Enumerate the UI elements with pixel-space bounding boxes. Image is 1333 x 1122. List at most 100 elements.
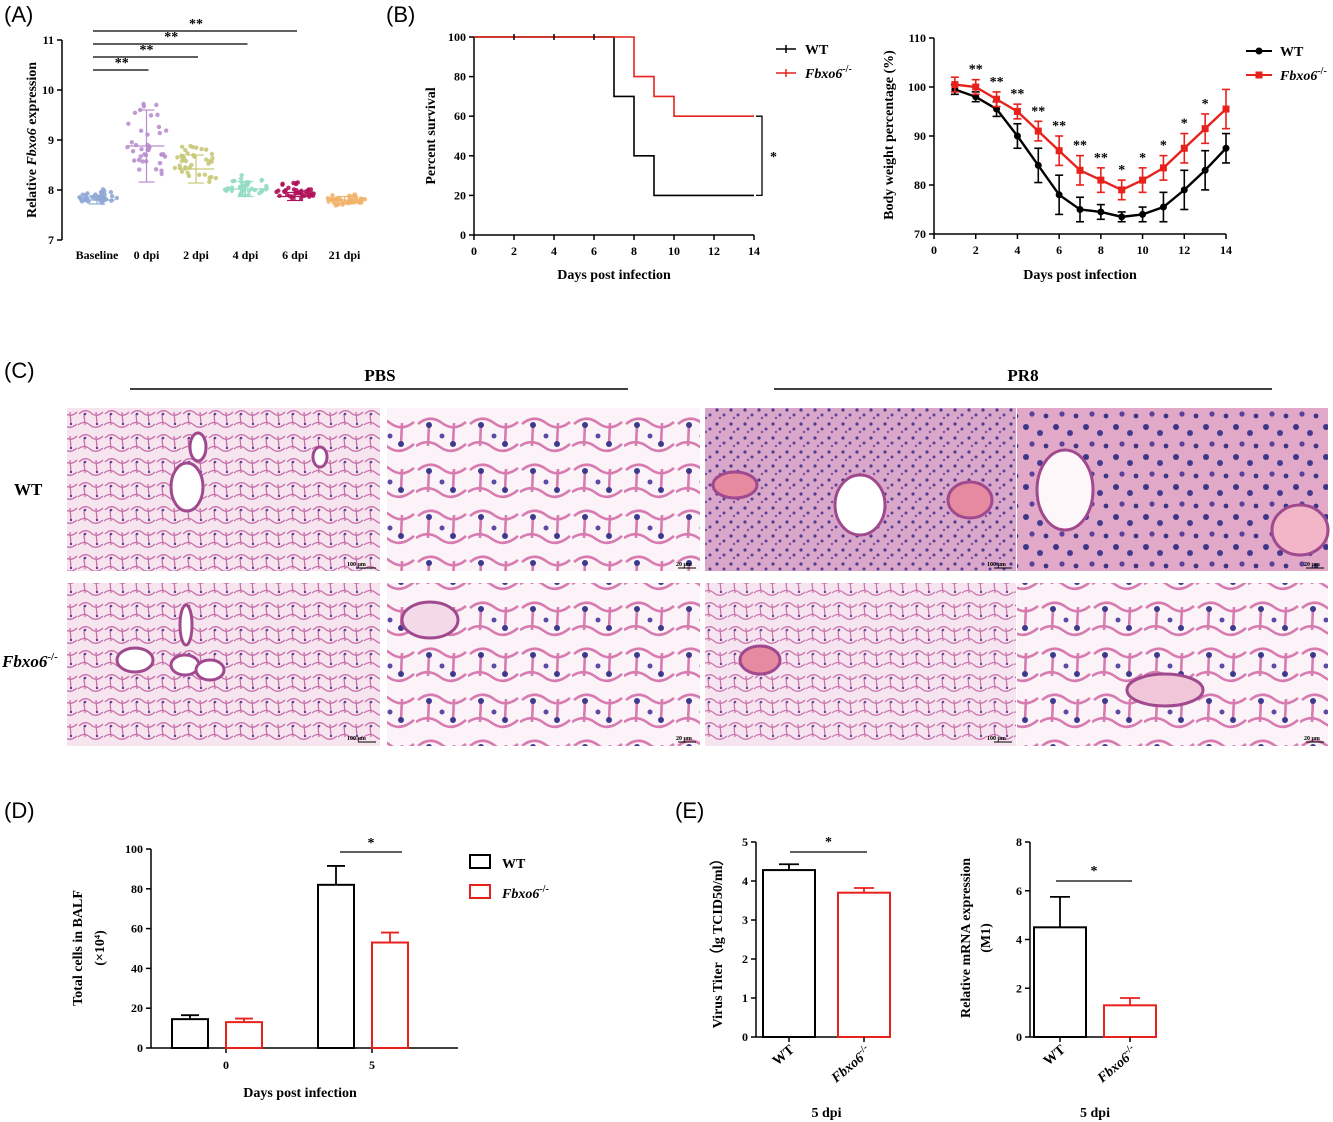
scale-bar-label: 20 μm [1304, 736, 1320, 742]
chart-b-body-weight: 70 80 90 100 110 0 2 4 6 8 10 12 14 Body weight perce… [882, 31, 1327, 283]
panel-label-b: (B) [386, 2, 415, 27]
panel-a-data-point [238, 176, 244, 181]
panel-b2-sig-label: ** [990, 75, 1004, 90]
panel-a-data-point [108, 189, 114, 195]
panel-b2-y-tick-label: 110 [909, 31, 926, 45]
panel-e1-y-tick-label: 0 [742, 1030, 748, 1044]
panel-b2-sig-label: ** [1031, 104, 1045, 119]
panel-a-y-tick-label: 9 [48, 133, 54, 147]
panel-b1-x-label: Days post infection [557, 268, 671, 283]
micrograph-wt-pbs-high [387, 408, 700, 571]
panel-a-data-point [185, 151, 190, 156]
panel-b2-y-tick-label: 80 [914, 178, 926, 192]
panel-a-data-point [172, 165, 178, 171]
panel-d-y-tick-label: 40 [131, 961, 143, 975]
panel-a-data-point [139, 146, 144, 152]
row-label-fbxo6: Fbxo6-/- [1, 651, 58, 671]
panel-e1-sig-label: * [825, 835, 832, 850]
panel-a-data-point [199, 146, 204, 152]
panel-b2-marker-fbxo6 [972, 83, 980, 91]
panel-b1-y-tick-label: 100 [448, 30, 466, 44]
panel-a-data-point [179, 169, 185, 174]
panel-d-y-tick-label: 60 [131, 922, 143, 936]
panel-a-data-point [295, 180, 300, 185]
panel-a-data-point [213, 175, 219, 181]
panel-e1-x-label: 5 dpi [812, 1106, 842, 1121]
chart-d-balf-cells: 0 20 40 60 80 100 0 5 Total cells in BALF (×10⁴) D… [71, 836, 549, 1101]
panel-d-y-label: Total cells in BALF (×10⁴) [71, 890, 108, 1006]
panel-a-data-point [138, 128, 144, 133]
panel-a-data-point [77, 195, 82, 200]
panel-b2-sig-label: * [1202, 97, 1209, 112]
panel-a-x-tick-label: 6 dpi [282, 248, 308, 262]
panel-b2-legend-fbxo6: Fbxo6-/- [1279, 66, 1327, 84]
chart-e-virus-titer: 0 1 2 3 4 5 WT Fbxo6-/- 5 dpi * Virus Titer（lg TCI… [710, 835, 891, 1121]
panel-a-data-point [156, 124, 162, 130]
panel-d-bar-wt [317, 883, 355, 1049]
panel-label-d: (D) [4, 798, 35, 823]
panel-a-data-point [190, 144, 195, 150]
panel-a-data-point [155, 112, 160, 118]
panel-a-data-point [264, 186, 269, 191]
panel-e2-bar-wt [1033, 926, 1087, 1038]
panel-a-x-tick-label: 21 dpi [329, 248, 361, 262]
panel-label-a: (A) [4, 2, 33, 27]
panel-a-data-point [239, 172, 244, 178]
panel-a-data-point [308, 187, 314, 192]
panel-a-data-point [159, 152, 164, 157]
panel-a-data-point [83, 192, 88, 198]
panel-e1-bar-fbxo6 [837, 891, 891, 1039]
panel-b2-marker-wt [1201, 166, 1209, 174]
panel-b2-y-label: Body weight percentage (%) [882, 50, 897, 220]
panel-a-data-point [157, 160, 163, 166]
panel-a-data-point [311, 191, 316, 196]
panel-e2-y-tick-label: 8 [1016, 835, 1022, 849]
panel-b1-survival-line-wt [474, 36, 754, 197]
panel-b1-x-tick-label: 14 [748, 244, 760, 258]
panel-a-data-point [131, 158, 137, 163]
panel-e2-sig-label: * [1091, 864, 1098, 879]
panel-b2-marker-fbxo6 [951, 81, 959, 89]
panel-a-data-point [153, 167, 159, 172]
panel-a-data-point [245, 180, 251, 185]
panel-d-legend-swatch-fbxo6 [469, 884, 491, 899]
panel-a-data-point [206, 161, 211, 166]
panel-a-data-point [132, 110, 138, 116]
panel-e2-bar-fbxo6 [1103, 1004, 1157, 1038]
panel-a-data-point [141, 101, 146, 107]
pr8-group-label: PR8 [1007, 366, 1038, 385]
panel-a-data-point [325, 196, 331, 201]
panel-b1-x-tick-label: 4 [551, 244, 557, 258]
panel-b2-y-tick-label: 90 [914, 129, 926, 143]
panel-b1-y-tick-label: 20 [454, 188, 466, 202]
panel-a-data-point [362, 197, 367, 202]
micrograph-fbxo6-pr8-high [1017, 583, 1328, 746]
panel-b2-marker-wt [1013, 132, 1021, 140]
panel-a-data-point [157, 130, 163, 136]
panel-a-data-point [179, 144, 185, 150]
panel-a-data-point [291, 180, 296, 186]
panel-e2-y-tick-label: 4 [1016, 933, 1022, 947]
panel-a-data-point [286, 185, 291, 190]
panel-b1-sig-label: * [770, 150, 777, 165]
panel-label-e: (E) [675, 798, 704, 823]
panel-b2-sig-label: * [1160, 139, 1167, 154]
scale-bar-label: 20 μm [676, 736, 692, 742]
panel-a-data-point [207, 175, 212, 181]
panel-a-data-point [154, 102, 159, 108]
panel-b2-sig-label: * [1181, 117, 1188, 132]
panel-d-legend-fbxo6: Fbxo6-/- [501, 884, 549, 902]
row-label-wt: WT [14, 480, 43, 499]
panel-d-bar-fbxo6 [225, 1021, 263, 1050]
panel-a-data-point [239, 183, 245, 189]
panel-b2-legend-marker-wt [1255, 47, 1263, 55]
panel-a-data-point [185, 170, 190, 176]
panel-b2-legend-marker-fbxo6 [1255, 71, 1263, 79]
panel-b1-legend-fbxo6: Fbxo6-/- [804, 64, 852, 82]
scale-bar-label: 100 μm [347, 736, 366, 742]
panel-e1-bar-wt [762, 869, 816, 1039]
panel-b2-marker-wt [1139, 210, 1147, 218]
panel-a-data-point [257, 191, 262, 196]
panel-a-data-point [159, 171, 164, 177]
panel-b2-marker-wt [1097, 208, 1105, 216]
